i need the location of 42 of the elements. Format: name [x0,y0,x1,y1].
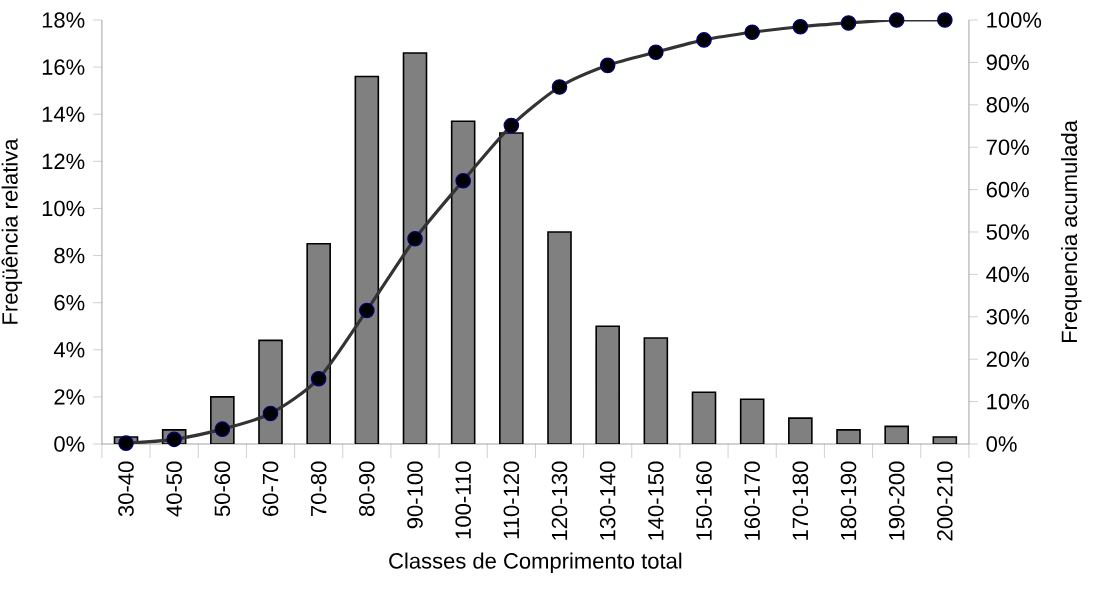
y2-tick-label: 40% [986,266,1029,283]
y2-tick-label: 70% [986,139,1029,155]
y2-tick-label: 0% [986,436,1017,452]
x-tick-label: 110-120 [503,461,520,539]
x-tick-label: 60-70 [262,461,279,516]
x-tick-label: 190-200 [888,461,905,540]
x-tick-label: 70-80 [310,461,327,516]
y2-tick-label: 10% [987,393,1029,410]
y-tick-label: 10% [42,200,85,217]
y-tick-label: 8% [54,247,85,264]
x-tick-label: 80-90 [359,461,375,517]
y2-tick-label: 80% [986,96,1029,113]
x-tick-label: 170-180 [792,461,809,540]
x-tick-label: 40-50 [166,461,182,517]
y-tick-label: 4% [53,342,85,358]
x-tick-label: 30-40 [118,461,134,517]
y-tick-label: 2% [54,389,85,405]
y2-tick-label: 60% [986,181,1029,198]
y-tick-label: 0% [54,436,85,452]
y-tick-label: 16% [42,59,85,75]
x-tick-label: 160-170 [744,461,760,540]
x-tick-label: 120-130 [551,461,568,540]
y2-tick-label: 20% [986,351,1029,367]
y2-axis-title: Frequencia acumulada [1061,120,1082,343]
y2-tick-label: 50% [986,224,1029,240]
x-tick-label: 200-210 [937,461,953,541]
x-tick-label: 50-60 [214,461,231,517]
y2-tick-label: 90% [986,54,1029,71]
x-tick-label: 90-100 [407,461,423,529]
y2-tick-label: 30% [986,308,1029,325]
y-tick-label: 12% [42,153,85,170]
x-tick-label: 150-160 [696,461,712,540]
x-tick-label: 180-190 [840,461,857,540]
y-tick-label: 18% [42,12,85,28]
x-tick-label: 100-110 [455,461,471,539]
x-tick-label: 140-150 [648,461,664,540]
y-tick-label: 6% [54,294,85,311]
y-axis-title: Freqüência relativa [1,138,23,324]
x-tick-label: 130-140 [599,461,616,540]
y2-tick-label: 100% [987,12,1042,28]
y-tick-label: 14% [42,106,85,122]
x-axis-title: Classes de Comprimento total [389,552,682,574]
